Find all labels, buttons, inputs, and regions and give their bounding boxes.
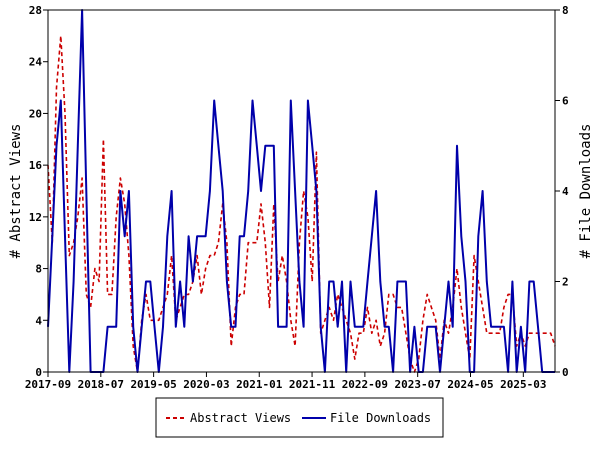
legend-box: [155, 397, 444, 438]
x-tick-label: 2017-09: [25, 378, 71, 391]
y-axis-right-title: # File Downloads: [578, 124, 594, 259]
y-right-tick-label: 6: [562, 95, 569, 108]
y-right-tick-label: 2: [562, 276, 569, 289]
y-axis-left-title: # Abstract Views: [8, 124, 24, 259]
y-left-tick-label: 4: [35, 314, 42, 327]
legend: Abstract Views File Downloads: [155, 397, 444, 438]
y-left-tick-label: 16: [29, 159, 43, 172]
y-left-tick-label: 28: [29, 4, 42, 17]
x-tick-label: 2020-03: [183, 378, 229, 391]
x-tick-label: 2021-01: [236, 378, 283, 391]
legend-label-file-downloads: File Downloads: [330, 411, 431, 425]
series-line-abstract-views: [47, 35, 556, 373]
y-left-tick-label: 0: [35, 366, 42, 379]
plot-frame: [47, 9, 556, 373]
y-left-tick-label: 12: [29, 211, 42, 224]
plot-layer: [47, 9, 556, 373]
y-right-tick-label: 8: [562, 4, 569, 17]
x-tick-label: 2024-05: [447, 378, 493, 391]
x-tick-label: 2018-07: [78, 378, 124, 391]
x-tick-label: 2025-03: [500, 378, 546, 391]
x-tick-label: 2023-07: [395, 378, 441, 391]
y-left-tick-label: 8: [35, 263, 42, 276]
y-right-tick-label: 0: [562, 366, 569, 379]
x-tick-label: 2021-11: [289, 378, 336, 391]
x-tick-label: 2022-09: [342, 378, 388, 391]
legend-label-abstract-views: Abstract Views: [190, 411, 291, 425]
y-right-tick-label: 4: [562, 185, 569, 198]
y-left-tick-label: 24: [29, 56, 43, 69]
y-left-tick-label: 20: [29, 107, 42, 120]
x-tick-label: 2019-05: [130, 378, 176, 391]
series-line-file-downloads: [47, 9, 555, 373]
